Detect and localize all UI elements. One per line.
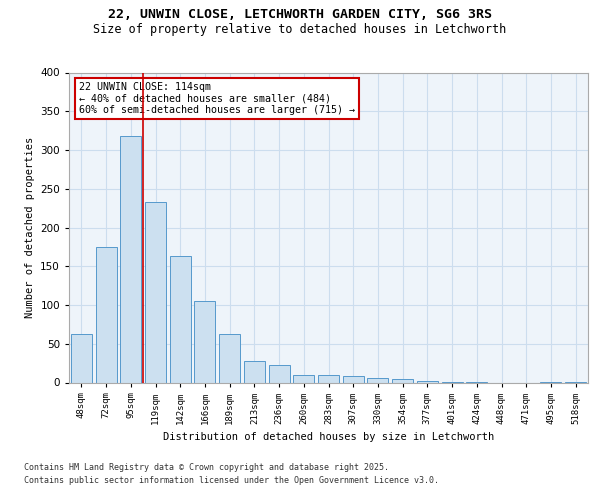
Bar [244, 361, 265, 382]
Text: Size of property relative to detached houses in Letchworth: Size of property relative to detached ho… [94, 22, 506, 36]
Text: 22 UNWIN CLOSE: 114sqm
← 40% of detached houses are smaller (484)
60% of semi-de: 22 UNWIN CLOSE: 114sqm ← 40% of detached… [79, 82, 355, 115]
Bar [120, 136, 141, 382]
Bar [367, 378, 388, 382]
Bar [417, 381, 438, 382]
Bar [293, 375, 314, 382]
Bar [392, 378, 413, 382]
Bar [71, 334, 92, 382]
Text: 22, UNWIN CLOSE, LETCHWORTH GARDEN CITY, SG6 3RS: 22, UNWIN CLOSE, LETCHWORTH GARDEN CITY,… [108, 8, 492, 20]
Bar [95, 247, 116, 382]
Text: Distribution of detached houses by size in Letchworth: Distribution of detached houses by size … [163, 432, 494, 442]
Text: Contains public sector information licensed under the Open Government Licence v3: Contains public sector information licen… [24, 476, 439, 485]
Bar [269, 364, 290, 382]
Bar [194, 301, 215, 382]
Y-axis label: Number of detached properties: Number of detached properties [25, 137, 35, 318]
Text: Contains HM Land Registry data © Crown copyright and database right 2025.: Contains HM Land Registry data © Crown c… [24, 462, 389, 471]
Bar [145, 202, 166, 382]
Bar [318, 375, 339, 382]
Bar [343, 376, 364, 382]
Bar [219, 334, 240, 382]
Bar [170, 256, 191, 382]
